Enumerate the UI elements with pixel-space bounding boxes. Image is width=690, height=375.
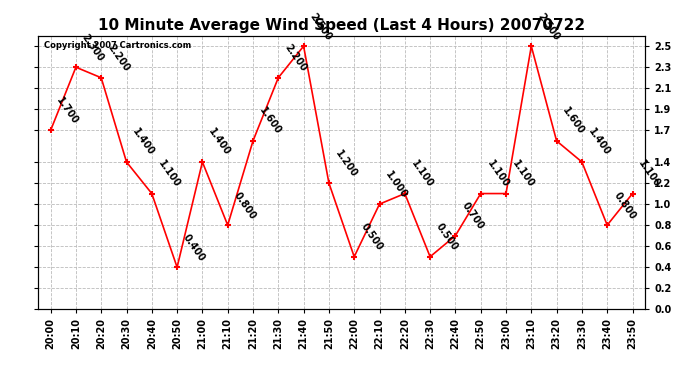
Text: 2.500: 2.500 bbox=[308, 11, 333, 42]
Text: 2.500: 2.500 bbox=[535, 11, 561, 42]
Text: 1.100: 1.100 bbox=[485, 159, 511, 189]
Text: 2.200: 2.200 bbox=[106, 43, 131, 74]
Text: 1.000: 1.000 bbox=[384, 169, 409, 200]
Text: 1.600: 1.600 bbox=[561, 106, 586, 137]
Text: 1.700: 1.700 bbox=[55, 95, 81, 126]
Text: 1.100: 1.100 bbox=[156, 159, 181, 189]
Text: 2.200: 2.200 bbox=[282, 43, 308, 74]
Title: 10 Minute Average Wind Speed (Last 4 Hours) 20070722: 10 Minute Average Wind Speed (Last 4 Hou… bbox=[98, 18, 585, 33]
Text: 0.500: 0.500 bbox=[434, 222, 460, 253]
Text: 1.100: 1.100 bbox=[637, 159, 662, 189]
Text: 0.800: 0.800 bbox=[611, 190, 638, 221]
Text: 0.700: 0.700 bbox=[460, 201, 485, 231]
Text: 0.500: 0.500 bbox=[358, 222, 384, 253]
Text: 1.100: 1.100 bbox=[409, 159, 435, 189]
Text: 0.800: 0.800 bbox=[232, 190, 258, 221]
Text: 1.200: 1.200 bbox=[333, 148, 359, 179]
Text: 1.100: 1.100 bbox=[510, 159, 536, 189]
Text: 2.300: 2.300 bbox=[80, 32, 106, 63]
Text: 1.600: 1.600 bbox=[257, 106, 283, 137]
Text: Copyright 2007 Cartronics.com: Copyright 2007 Cartronics.com bbox=[44, 41, 191, 50]
Text: 1.400: 1.400 bbox=[586, 127, 612, 158]
Text: 0.400: 0.400 bbox=[181, 232, 207, 263]
Text: 1.400: 1.400 bbox=[130, 127, 157, 158]
Text: 1.400: 1.400 bbox=[206, 127, 233, 158]
